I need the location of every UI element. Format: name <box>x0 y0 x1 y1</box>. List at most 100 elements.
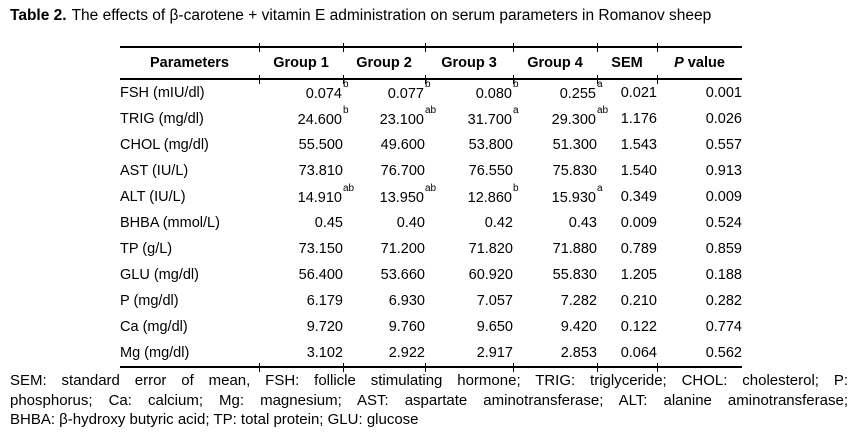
column-boundary-tick <box>259 363 260 372</box>
value-cell: 71.820 <box>425 236 513 262</box>
column-boundary-tick <box>657 43 658 52</box>
value-cell: 0.43 <box>513 210 597 236</box>
value-text: 13.950 <box>379 189 424 206</box>
value-cell: 0.021 <box>597 79 657 106</box>
value-text: 0.45 <box>314 215 343 231</box>
value-text: 71.820 <box>468 241 513 257</box>
value-text: 0.349 <box>620 189 657 205</box>
col-header-sem: SEM <box>597 46 657 80</box>
table-row: FSH (mIU/dl) 0.074b 0.077b 0.080b 0.255a 0.02… <box>120 79 742 106</box>
value-text: 0.789 <box>620 241 657 257</box>
value-cell: 55.830 <box>513 262 597 288</box>
table-row: Ca (mg/dl) 9.720 9.760 9.650 9.420 0.122 0.774 <box>120 314 742 340</box>
value-text: 9.720 <box>306 319 343 335</box>
value-cell: 12.860b <box>467 183 519 206</box>
value-cell: 0.282 <box>657 288 742 314</box>
value-cell: 0.009 <box>657 184 742 210</box>
value-cell: 9.720 <box>259 314 343 340</box>
value-text: 0.282 <box>705 293 742 309</box>
value-text: 0.562 <box>705 345 742 361</box>
parameter-cell: ALT (IU/L) <box>120 189 186 205</box>
value-text: 0.122 <box>620 319 657 335</box>
value-text: 71.200 <box>380 241 425 257</box>
value-text: 0.080 <box>475 85 512 102</box>
value-cell: 0.913 <box>657 158 742 184</box>
header-row: Parameters Group 1 Group 2 Group 3 Group… <box>120 46 742 80</box>
value-text: 76.550 <box>468 163 513 179</box>
col-header-group-3: Group 3 <box>425 46 513 80</box>
value-cell: 0.349 <box>597 184 657 210</box>
value-text: 15.930 <box>551 189 596 206</box>
value-text: 53.660 <box>380 267 425 283</box>
value-cell: 0.074b <box>305 79 349 102</box>
value-text: 71.880 <box>552 241 597 257</box>
column-boundary-tick <box>343 75 344 84</box>
value-cell: 56.400 <box>259 262 343 288</box>
value-text: 2.917 <box>476 345 513 361</box>
parameter-cell: BHBA (mmol/L) <box>120 215 220 231</box>
value-cell: 0.524 <box>657 210 742 236</box>
value-text: 31.700 <box>467 111 512 128</box>
value-cell: 29.300ab <box>551 105 609 128</box>
value-text: 3.102 <box>306 345 343 361</box>
serum-parameters-table: Parameters Group 1 Group 2 Group 3 Group… <box>120 46 742 368</box>
table-row: TP (g/L) 73.150 71.200 71.820 71.880 0.789 0.8… <box>120 236 742 262</box>
value-text: 0.859 <box>705 241 742 257</box>
table-row: GLU (mg/dl) 56.400 53.660 60.920 55.830 1.205… <box>120 262 742 288</box>
value-cell: 71.200 <box>343 236 425 262</box>
col-header-p-value: P value <box>657 46 742 80</box>
value-text: 1.543 <box>620 137 657 153</box>
value-cell: 0.45 <box>259 210 343 236</box>
col-header-group-1: Group 1 <box>259 46 343 80</box>
value-cell: 73.150 <box>259 236 343 262</box>
value-text: 7.057 <box>476 293 513 309</box>
column-boundary-tick <box>513 75 514 84</box>
footnote-line: BHBA: β-hydroxy butyric acid; TP: total … <box>10 411 419 428</box>
value-text: 12.860 <box>467 189 512 206</box>
value-cell: 2.922 <box>343 340 425 368</box>
column-boundary-tick <box>343 363 344 372</box>
col-header-group-2: Group 2 <box>343 46 425 80</box>
value-cell: 9.760 <box>343 314 425 340</box>
value-text: 0.43 <box>568 215 597 231</box>
value-cell: 0.255a <box>559 79 603 102</box>
value-cell: 0.557 <box>657 132 742 158</box>
table-row: ALT (IU/L) 14.910ab 13.950ab 12.860b 15.930a… <box>120 183 742 210</box>
value-cell: 0.774 <box>657 314 742 340</box>
value-text: 7.282 <box>560 293 597 309</box>
value-text: 23.100 <box>379 111 424 128</box>
value-cell: 0.562 <box>657 340 742 368</box>
value-text: 1.176 <box>620 111 657 127</box>
table-row: Mg (mg/dl) 3.102 2.922 2.917 2.853 0.064 0.562 <box>120 340 742 368</box>
value-text: 6.179 <box>306 293 343 309</box>
value-cell: 0.026 <box>657 106 742 132</box>
value-cell: 0.064 <box>597 340 657 368</box>
column-boundary-tick <box>343 43 344 52</box>
value-text: 0.021 <box>620 85 657 101</box>
value-cell: 14.910ab <box>297 183 355 206</box>
footnote-line: SEM: standard error of mean, FSH: follic… <box>10 372 848 389</box>
value-cell: 31.700a <box>467 105 519 128</box>
parameter-cell: CHOL (mg/dl) <box>120 137 209 153</box>
value-cell: 0.40 <box>343 210 425 236</box>
table-caption-text: The effects of β-carotene + vitamin E ad… <box>71 7 712 24</box>
column-boundary-tick <box>513 363 514 372</box>
parameter-cell: AST (IU/L) <box>120 163 189 179</box>
value-text: 55.500 <box>298 137 343 153</box>
value-cell: 6.930 <box>343 288 425 314</box>
table-row: TRIG (mg/dl) 24.600b 23.100ab 31.700a 29.300… <box>120 105 742 132</box>
value-text: 53.800 <box>468 137 513 153</box>
column-boundary-tick <box>657 75 658 84</box>
value-text: 0.774 <box>705 319 742 335</box>
value-text: 9.420 <box>560 319 597 335</box>
table-caption: Table 2. The effects of β-carotene + vita… <box>10 6 825 26</box>
column-boundary-tick <box>425 75 426 84</box>
parameter-cell: P (mg/dl) <box>120 293 179 309</box>
column-boundary-tick <box>425 363 426 372</box>
value-text: 60.920 <box>468 267 513 283</box>
value-text: 9.760 <box>388 319 425 335</box>
value-cell: 53.660 <box>343 262 425 288</box>
value-text: 14.910 <box>297 189 342 206</box>
footnote: SEM: standard error of mean, FSH: follic… <box>10 371 848 430</box>
p-value-italic-p: P <box>674 55 684 71</box>
